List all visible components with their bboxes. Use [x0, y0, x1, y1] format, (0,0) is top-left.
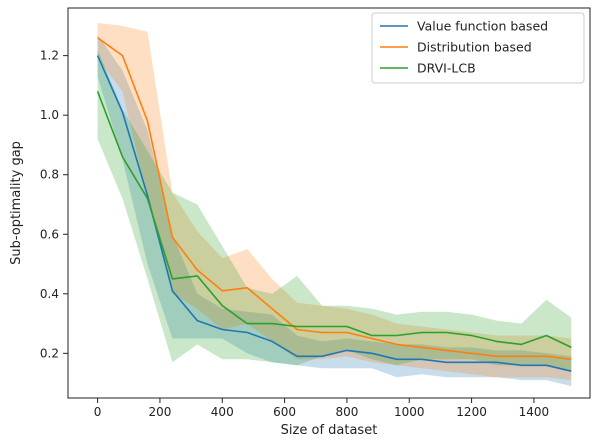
series-lines — [96, 37, 572, 372]
confidence-band-2 — [97, 22, 572, 381]
y-tick-label: 0.4 — [40, 287, 59, 301]
x-tick-label: 1000 — [394, 405, 425, 419]
y-tick-label: 0.8 — [40, 168, 59, 182]
y-tick-label: 1.2 — [40, 49, 59, 63]
confidence-band-3 — [97, 49, 572, 372]
x-tick-label: 0 — [94, 405, 102, 419]
plot-frame — [67, 7, 591, 399]
x-tick-label: 800 — [335, 405, 358, 419]
confidence-band-1 — [97, 34, 572, 387]
confidence-bands — [97, 22, 572, 387]
y-axis-ticks: 0.2 0.4 0.6 0.8 1.0 1.2 — [40, 49, 68, 360]
series-line-3 — [96, 91, 572, 349]
y-tick-label: 1.0 — [40, 108, 59, 122]
series-line-1 — [96, 55, 572, 372]
x-tick-label: 600 — [273, 405, 296, 419]
legend-label-value-function: Value function based — [417, 19, 548, 34]
x-tick-label: 200 — [148, 405, 171, 419]
x-axis-ticks: 0 200 400 600 800 1000 1200 1400 — [94, 398, 549, 419]
x-tick-label: 1400 — [519, 405, 550, 419]
legend-box — [371, 12, 585, 84]
series-line-2 — [97, 37, 572, 361]
legend-label-drvi-lcb: DRVI-LCB — [417, 61, 476, 76]
x-axis-title: Size of dataset — [281, 423, 378, 438]
legend: Value function based Distribution based … — [371, 12, 585, 84]
x-tick-label: 1200 — [456, 405, 487, 419]
y-tick-label: 0.2 — [40, 346, 59, 360]
y-tick-label: 0.6 — [40, 227, 59, 241]
y-axis-title: Sub-optimality gap — [9, 141, 24, 265]
legend-label-distribution: Distribution based — [417, 40, 532, 55]
x-tick-label: 400 — [211, 405, 234, 419]
